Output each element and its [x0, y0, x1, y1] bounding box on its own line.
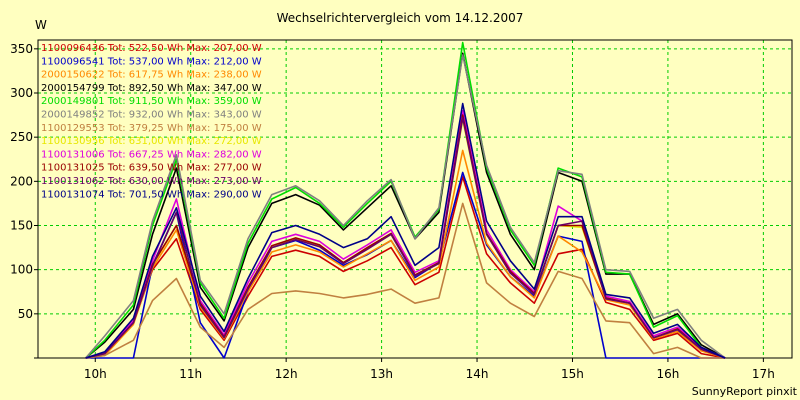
- series-line-1100096436: [85, 176, 726, 359]
- x-tick-label: 14h: [466, 367, 489, 381]
- y-tick-label: 350: [10, 42, 33, 56]
- y-tick-label: 250: [10, 130, 33, 144]
- y-tick-label: 300: [10, 86, 33, 100]
- legend-entry-2000149801: 2000149801 Tot: 911,50 Wh Max: 359,00 W: [41, 96, 262, 107]
- y-tick-label: 200: [10, 174, 33, 188]
- legend-entry-2000149852: 2000149852 Tot: 932,00 Wh Max: 343,00 W: [41, 110, 262, 121]
- x-tick-label: 11h: [179, 367, 202, 381]
- grid: [38, 40, 792, 358]
- y-tick-label: 50: [18, 307, 33, 321]
- legend-entry-2000154799: 2000154799 Tot: 892,50 Wh Max: 347,00 W: [41, 83, 262, 94]
- legend-entry-1100096541: 1100096541 Tot: 537,00 Wh Max: 212,00 W: [41, 56, 262, 67]
- legend-entry-1100131074: 1100131074 Tot: 701,50 Wh Max: 290,00 W: [41, 189, 262, 200]
- legend-entry-1100131025: 1100131025 Tot: 639,50 Wh Max: 277,00 W: [41, 163, 262, 174]
- plot-frame: [37, 39, 793, 359]
- legend-entry-1100131006: 1100131006 Tot: 667,25 Wh Max: 282,00 W: [41, 149, 262, 160]
- series-line-1100131074: [85, 102, 726, 359]
- footer-credit: SunnyReport pinxit: [692, 385, 798, 398]
- x-tick-label: 16h: [656, 367, 679, 381]
- legend: 1100096436 Tot: 522,50 Wh Max: 207,00 W 1…: [41, 43, 262, 200]
- axis-ticks: 50 100 150 200 250 300 350 10h 11h 12h 13h 14h 15h 16…: [10, 42, 775, 381]
- legend-entry-1100131062: 1100131062 Tot: 630,00 Wh Max: 273,00 W: [41, 176, 262, 187]
- series-line-2000150622: [85, 149, 726, 359]
- chart-title: Wechselrichtervergleich vom 14.12.2007: [277, 11, 524, 25]
- series-line-1100131062: [85, 116, 726, 359]
- legend-entry-2000150622: 2000150622 Tot: 617,75 Wh Max: 238,00 W: [41, 70, 262, 81]
- y-tick-label: 150: [10, 219, 33, 233]
- legend-entry-1100130956: 1100130956 Tot: 631,00 Wh Max: 272,00 W: [41, 136, 262, 147]
- y-axis-unit: W: [35, 18, 47, 32]
- series-lines: [85, 41, 726, 359]
- series-line-1100129553: [85, 202, 726, 359]
- x-tick-label: 12h: [275, 367, 298, 381]
- y-tick-label: 100: [10, 263, 33, 277]
- series-line-2000154799: [85, 52, 726, 359]
- x-tick-label: 10h: [84, 367, 107, 381]
- x-tick-label: 17h: [752, 367, 775, 381]
- series-line-2000149852: [85, 54, 726, 359]
- x-tick-label: 13h: [370, 367, 393, 381]
- legend-entry-1100096436: 1100096436 Tot: 522,50 Wh Max: 207,00 W: [41, 43, 262, 54]
- legend-entry-1100129553: 1100129553 Tot: 379,25 Wh Max: 175,00 W: [41, 123, 262, 134]
- x-tick-label: 15h: [561, 367, 584, 381]
